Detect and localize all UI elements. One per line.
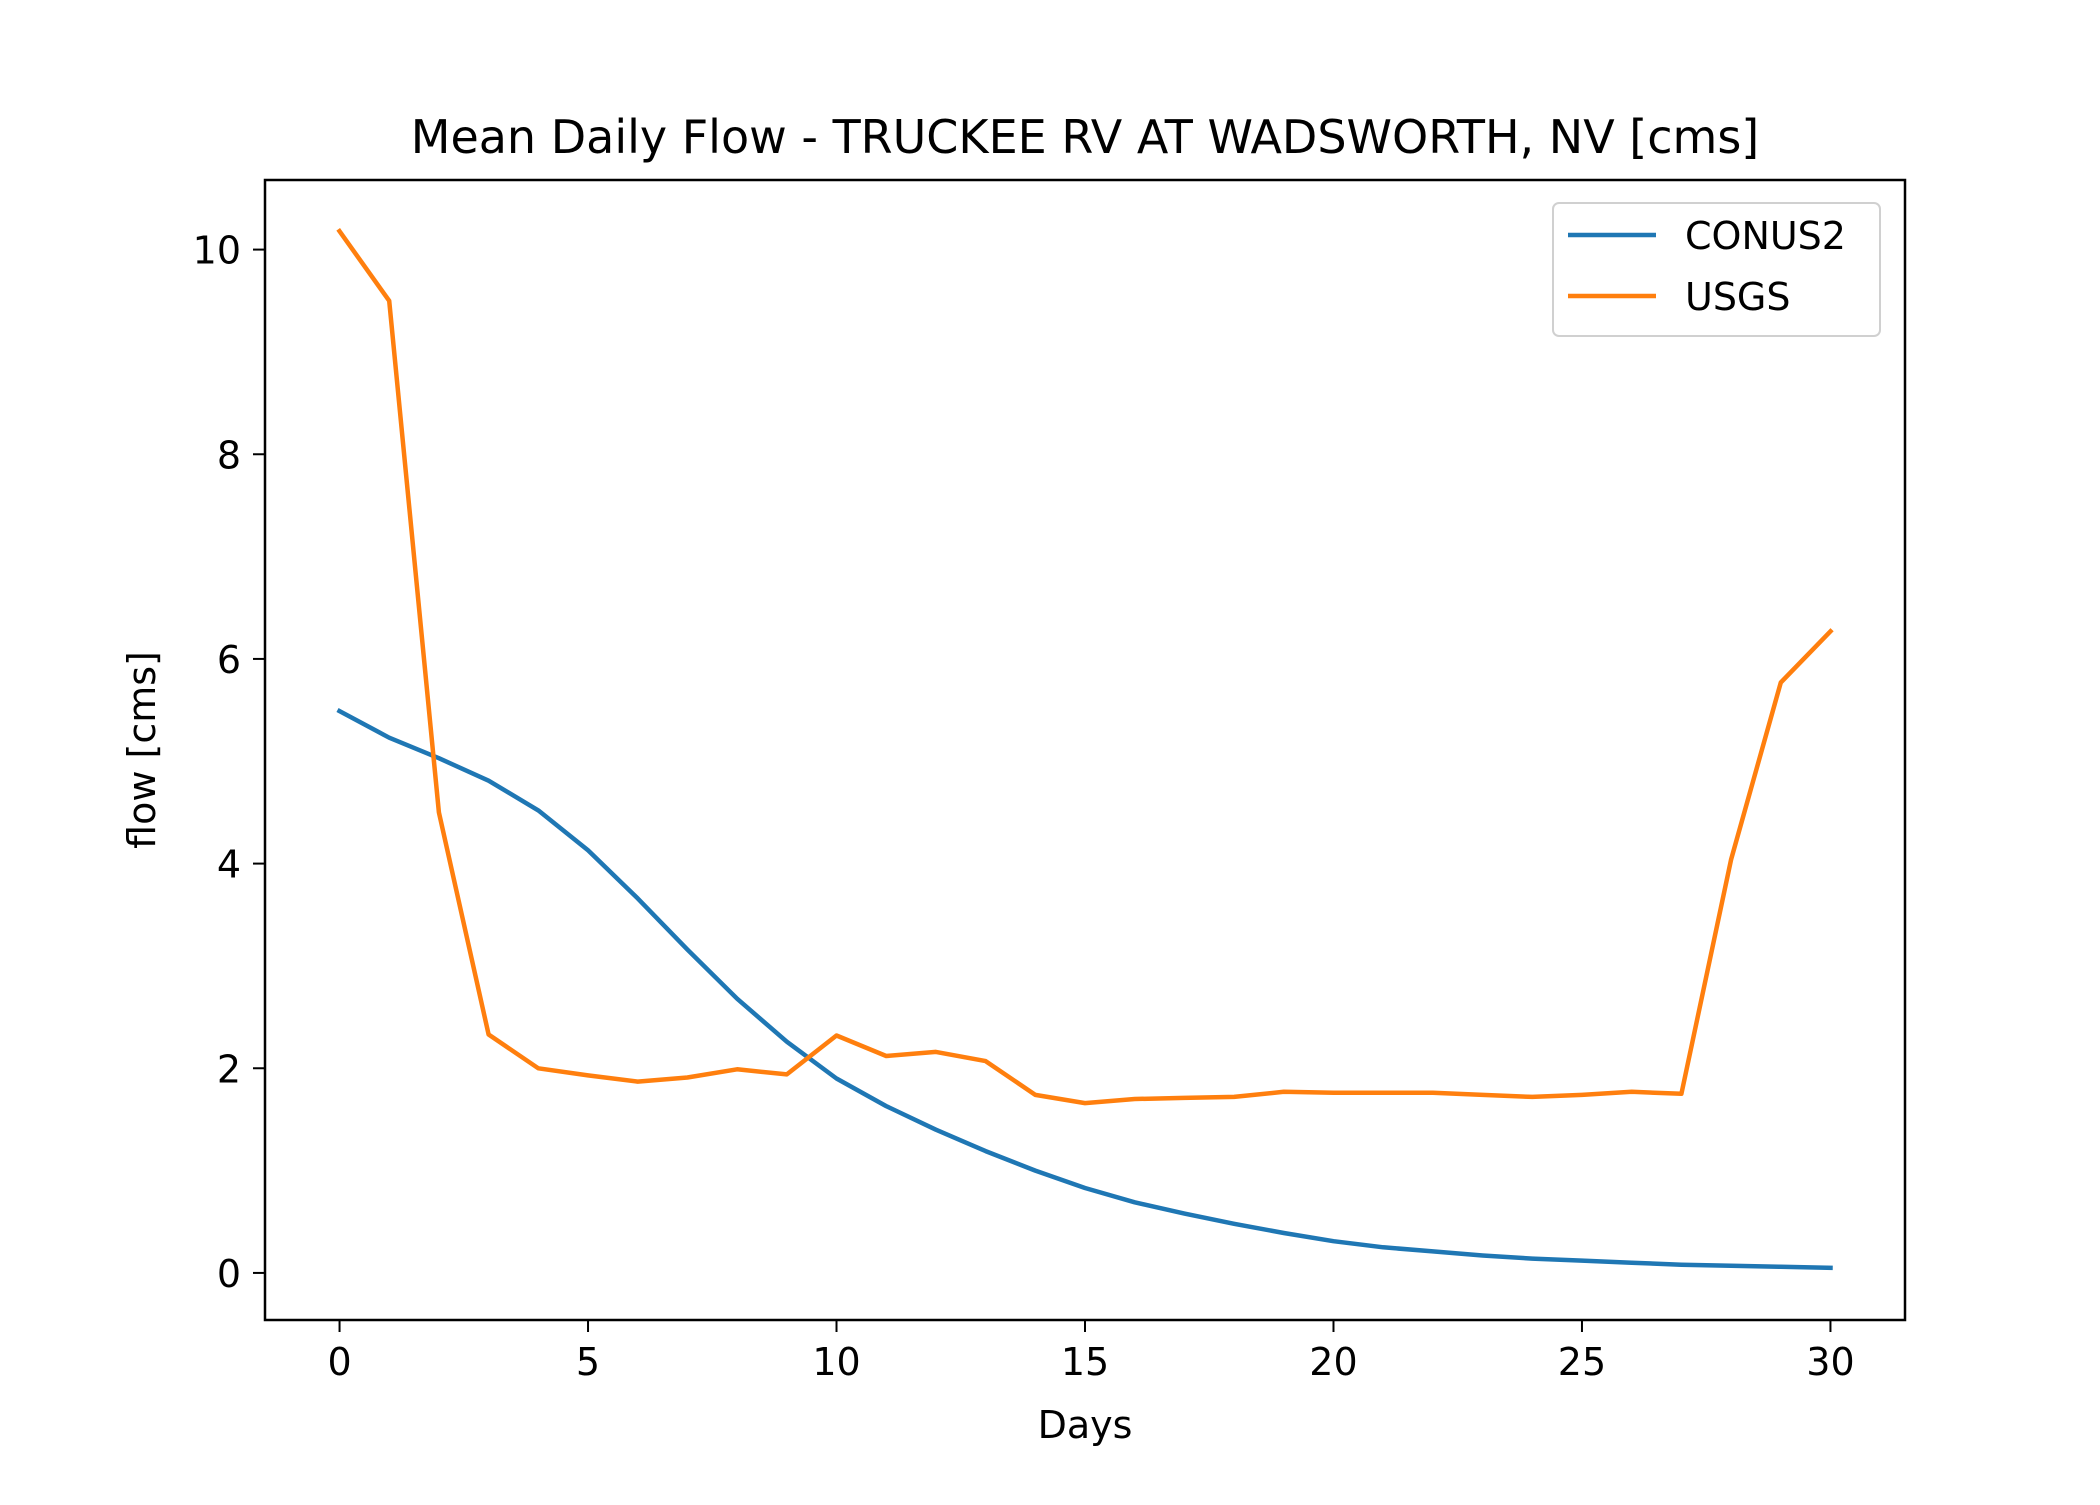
- y-tick-label: 2: [217, 1047, 241, 1091]
- y-axis-label: flow [cms]: [120, 651, 164, 849]
- y-tick-label: 6: [217, 638, 241, 682]
- legend-label-conus2: CONUS2: [1685, 214, 1846, 258]
- y-tick-label: 10: [193, 229, 241, 273]
- chart-title: Mean Daily Flow - TRUCKEE RV AT WADSWORT…: [411, 110, 1760, 164]
- series-line-conus2: [336, 708, 1833, 1271]
- x-tick-label: 20: [1309, 1340, 1357, 1384]
- y-tick-label: 4: [217, 843, 241, 887]
- series-line-usgs: [336, 228, 1834, 1106]
- x-tick-label: 15: [1061, 1340, 1109, 1384]
- x-tick-label: 10: [812, 1340, 860, 1384]
- x-tick-label: 25: [1558, 1340, 1606, 1384]
- x-axis-label: Days: [1038, 1403, 1133, 1447]
- x-tick-label: 0: [327, 1340, 351, 1384]
- legend-label-usgs: USGS: [1685, 275, 1791, 319]
- x-tick-label: 30: [1806, 1340, 1854, 1384]
- x-tick-label: 5: [576, 1340, 600, 1384]
- y-tick-label: 8: [217, 433, 241, 477]
- y-tick-label: 0: [217, 1252, 241, 1296]
- plot-frame: [263, 178, 1907, 1322]
- legend: CONUS2 USGS: [1552, 202, 1881, 337]
